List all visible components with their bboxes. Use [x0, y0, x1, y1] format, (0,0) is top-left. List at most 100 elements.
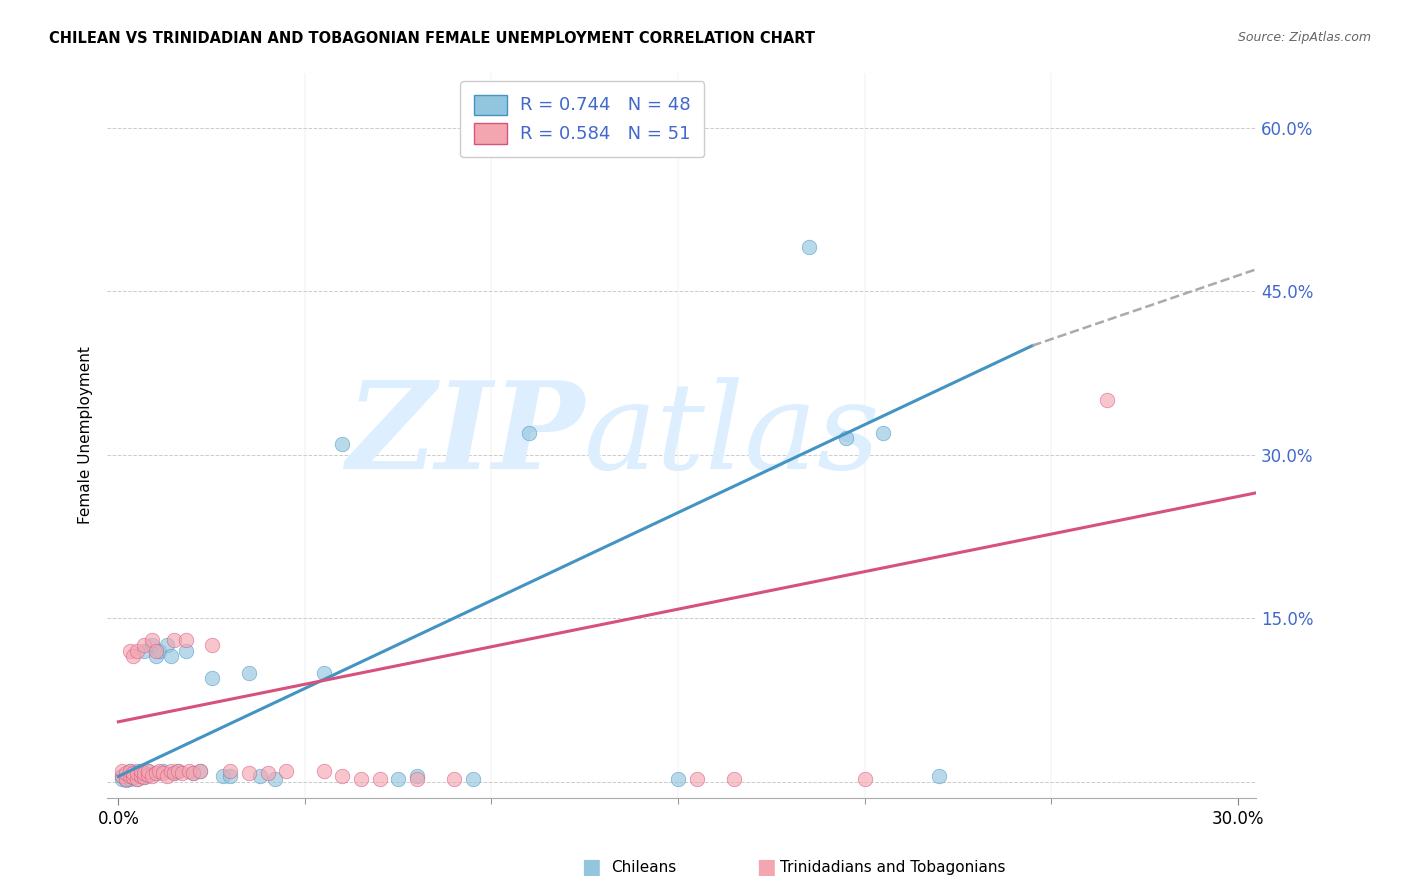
Point [368, 772, 391, 786]
Text: ■: ■ [756, 857, 776, 877]
Point [517, 425, 540, 440]
Point [111, 764, 134, 778]
Point [122, 766, 145, 780]
Point [330, 436, 353, 450]
Point [125, 772, 148, 786]
Point [129, 769, 152, 783]
Point [159, 764, 181, 778]
Point [249, 769, 271, 783]
Point [145, 766, 167, 780]
Point [118, 764, 141, 778]
Point [238, 665, 260, 680]
Text: CHILEAN VS TRINIDADIAN AND TOBAGONIAN FEMALE UNEMPLOYMENT CORRELATION CHART: CHILEAN VS TRINIDADIAN AND TOBAGONIAN FE… [49, 31, 815, 46]
Point [152, 764, 174, 778]
Point [114, 772, 136, 786]
Point [872, 425, 894, 440]
Point [174, 633, 197, 648]
Point [118, 772, 141, 786]
Point [666, 772, 689, 786]
Point [125, 764, 148, 778]
Point [723, 772, 745, 786]
Point [141, 769, 163, 783]
Point [134, 639, 156, 653]
Point [330, 769, 353, 783]
Point [443, 772, 465, 786]
Point [114, 768, 136, 782]
Point [141, 639, 163, 653]
Point [835, 431, 858, 445]
Point [111, 772, 134, 786]
Point [145, 766, 167, 780]
Point [685, 772, 707, 786]
Point [134, 766, 156, 780]
Point [312, 764, 335, 778]
Point [134, 771, 156, 785]
Point [159, 649, 181, 664]
Point [118, 769, 141, 783]
Point [1095, 393, 1118, 408]
Point [256, 766, 278, 780]
Point [122, 649, 145, 664]
Point [181, 766, 204, 780]
Point [118, 764, 141, 778]
Point [276, 764, 298, 778]
Point [853, 772, 876, 786]
Point [170, 766, 193, 780]
Point [136, 768, 159, 782]
Point [156, 639, 179, 653]
Point [163, 766, 186, 780]
Point [201, 639, 224, 653]
Point [129, 769, 152, 783]
Point [114, 766, 136, 780]
Point [312, 665, 335, 680]
Text: Chileans: Chileans [612, 860, 676, 874]
Point [122, 766, 145, 780]
Point [238, 766, 260, 780]
Point [219, 769, 242, 783]
Point [145, 649, 167, 664]
Point [797, 240, 820, 254]
Point [118, 767, 141, 781]
Point [148, 644, 170, 658]
Point [174, 644, 197, 658]
Point [111, 769, 134, 783]
Point [114, 772, 136, 787]
Point [129, 764, 152, 778]
Point [122, 771, 145, 785]
Point [350, 772, 373, 786]
Point [136, 764, 159, 778]
Point [136, 768, 159, 782]
Point [134, 766, 156, 780]
Point [125, 772, 148, 786]
Point [167, 764, 190, 778]
Point [125, 644, 148, 658]
Point [163, 766, 186, 780]
Point [211, 769, 233, 783]
Text: ■: ■ [581, 857, 600, 877]
Point [190, 764, 212, 778]
Point [928, 769, 950, 783]
Point [387, 772, 409, 786]
Point [129, 764, 152, 779]
Legend: R = 0.744   N = 48, R = 0.584   N = 51: R = 0.744 N = 48, R = 0.584 N = 51 [460, 81, 704, 157]
Point [134, 644, 156, 658]
Point [111, 769, 134, 783]
Point [118, 644, 141, 658]
Point [405, 769, 427, 783]
Point [156, 769, 179, 783]
Point [163, 633, 186, 648]
Point [264, 772, 287, 786]
Point [219, 764, 242, 778]
Point [125, 766, 148, 780]
Text: Trinidadians and Tobagonians: Trinidadians and Tobagonians [780, 860, 1005, 874]
Text: atlas: atlas [583, 376, 880, 494]
Point [167, 764, 190, 778]
Point [134, 771, 156, 785]
Text: ZIP: ZIP [346, 376, 583, 495]
Point [190, 764, 212, 778]
Point [201, 671, 224, 685]
Point [461, 772, 484, 786]
Point [122, 771, 145, 785]
Text: Source: ZipAtlas.com: Source: ZipAtlas.com [1237, 31, 1371, 45]
Point [141, 633, 163, 648]
